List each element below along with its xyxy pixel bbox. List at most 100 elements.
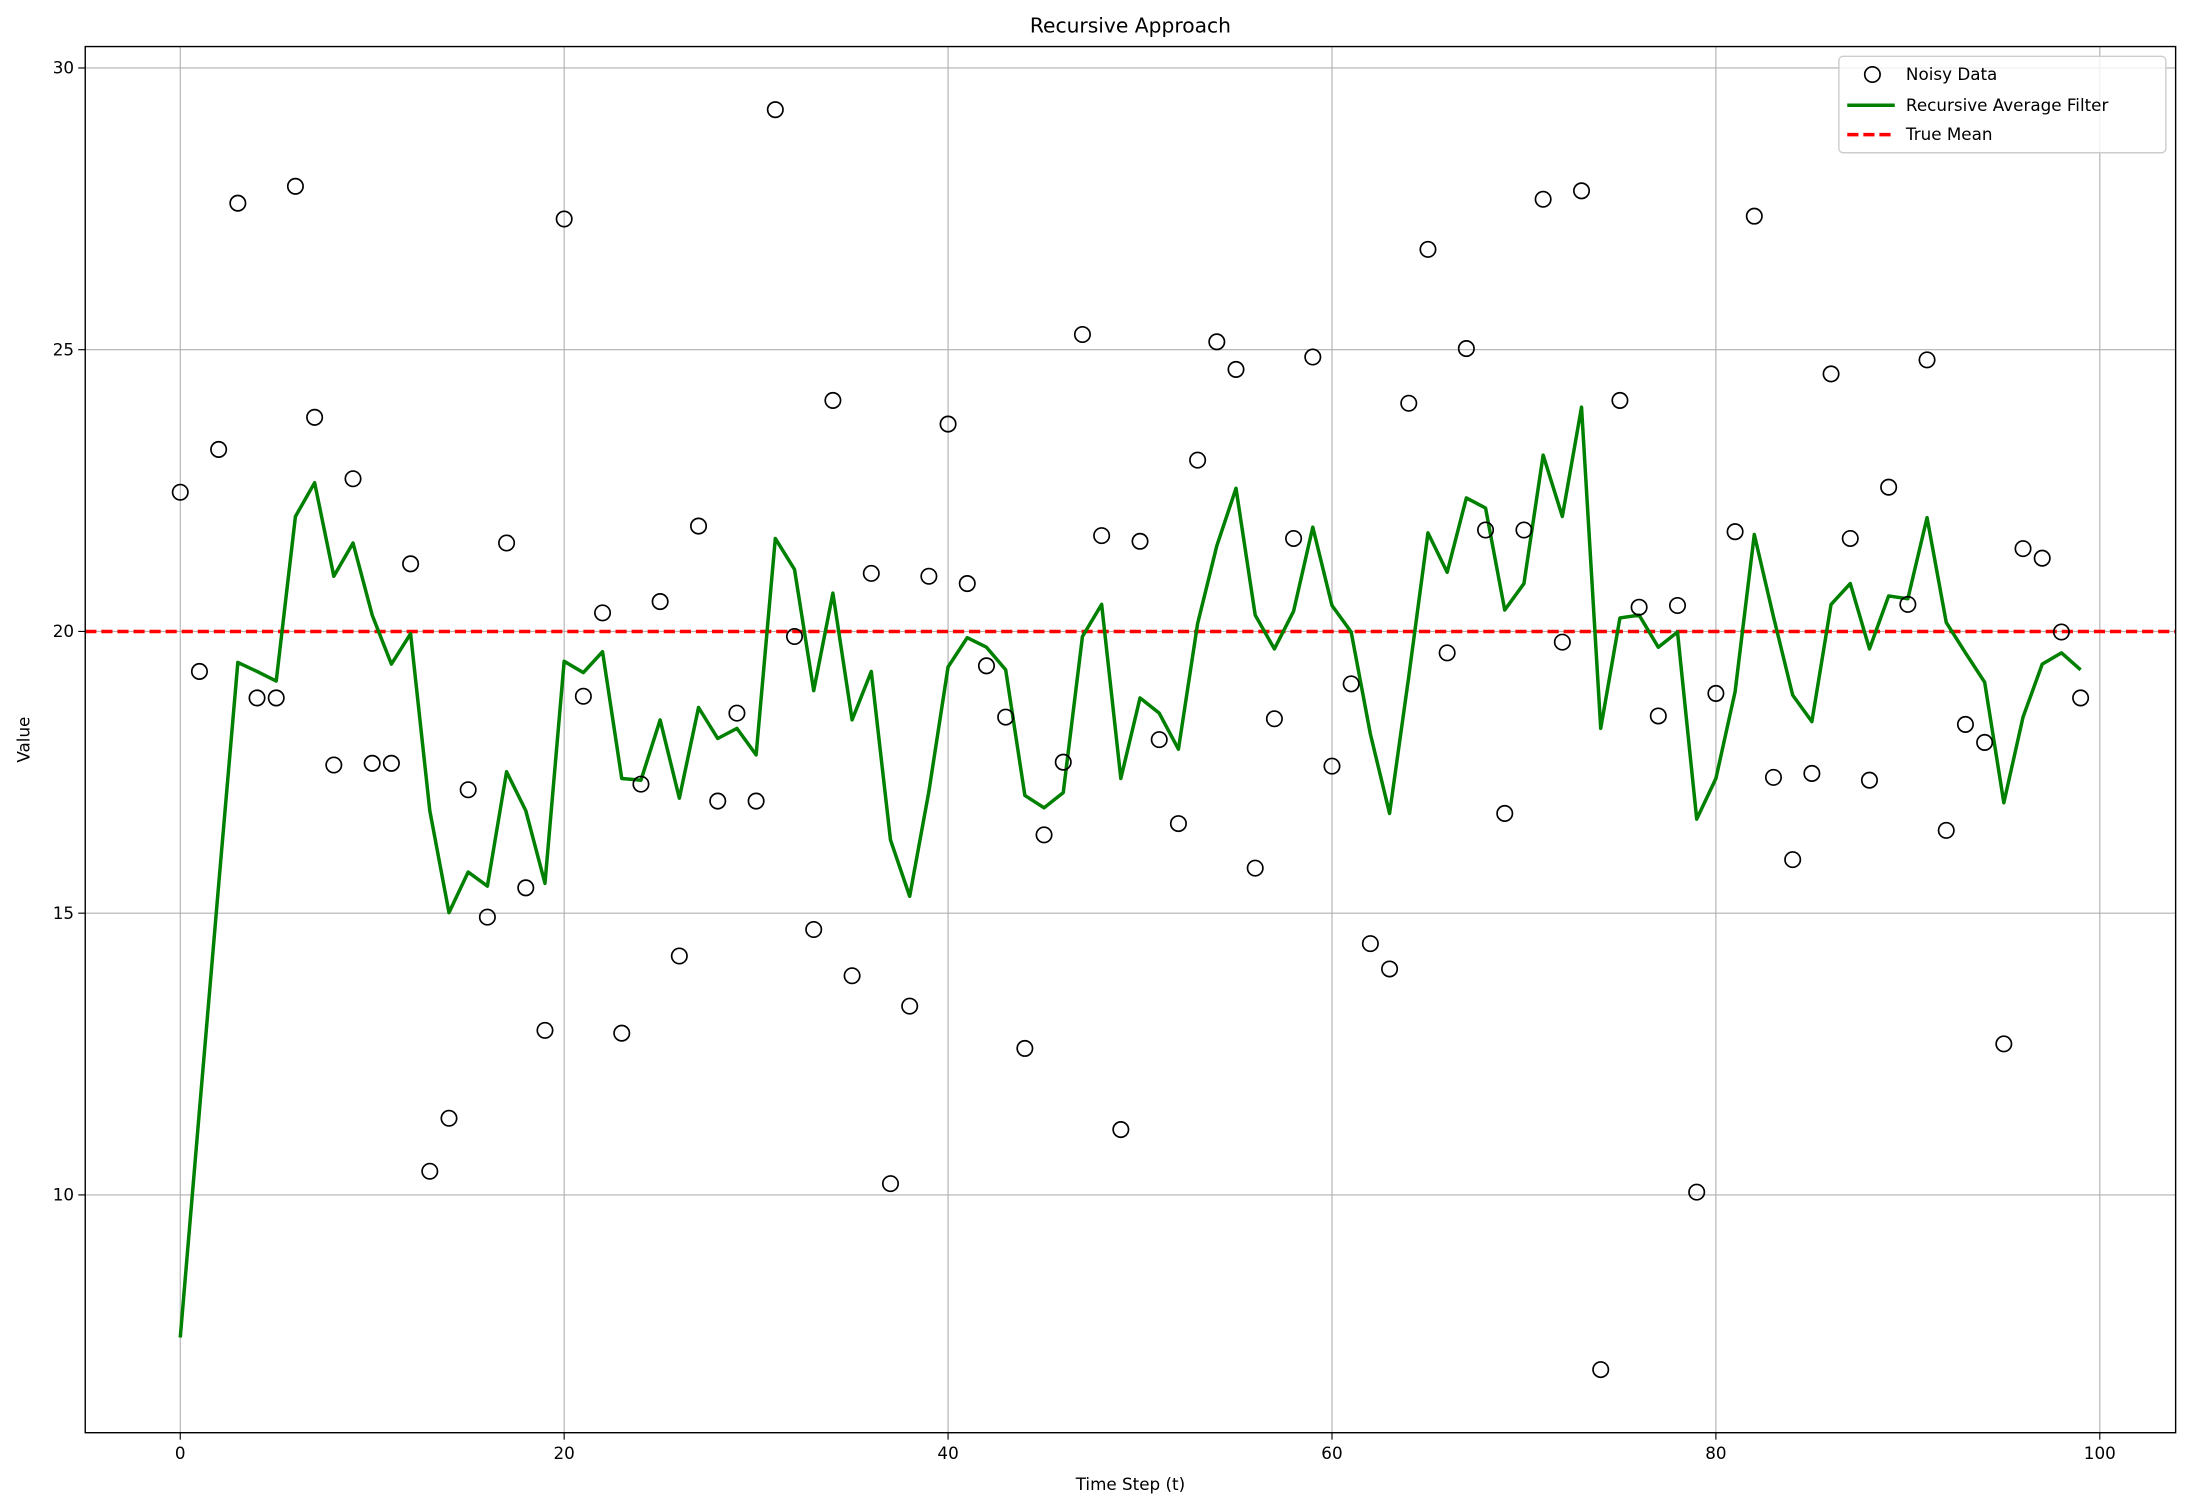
noisy-data-point [901, 997, 919, 1015]
y-tick-label: 20 [53, 621, 74, 641]
noisy-data-point [1400, 394, 1418, 412]
noisy-data-point [1841, 529, 1859, 547]
noisy-data-point [1573, 182, 1591, 200]
noisy-data-point [382, 754, 400, 772]
noisy-data-point [286, 177, 304, 195]
noisy-data-point [1150, 731, 1168, 749]
legend-label-mean: True Mean [1905, 124, 1993, 144]
x-tick-label: 20 [554, 1443, 575, 1463]
noisy-data-point [1764, 768, 1783, 786]
x-tick-label: 60 [1321, 1443, 1342, 1463]
noisy-data-point [1822, 365, 1840, 383]
noisy-data-point [1899, 595, 1917, 613]
noisy-data-point [267, 689, 285, 707]
noisy-data-point [2072, 689, 2090, 707]
noisy-data-point [1880, 478, 1898, 496]
noisy-data-point [498, 534, 516, 552]
noisy-data-point [210, 440, 228, 458]
noisy-data-point [920, 567, 938, 585]
noisy-data-point [1937, 821, 1955, 839]
noisy-data-point [1668, 596, 1687, 615]
x-tick-label: 100 [2084, 1443, 2116, 1463]
noisy-data-point [1169, 815, 1187, 833]
noisy-data-point [248, 689, 266, 707]
x-tick-label: 0 [175, 1443, 186, 1463]
noisy-data-point [1035, 826, 1053, 844]
y-tick-label: 15 [53, 903, 74, 923]
noisy-data-point [229, 194, 247, 212]
noisy-data-point [421, 1162, 439, 1180]
noisy-data-point [1304, 348, 1322, 366]
noisy-data-point [805, 920, 823, 939]
noisy-data-point [2033, 549, 2051, 567]
noisy-data-point [1976, 733, 1994, 751]
noisy-data-point [1093, 527, 1111, 545]
noisy-data-point [881, 1175, 900, 1193]
noisy-data-point [1611, 391, 1629, 409]
noisy-data-point [651, 593, 669, 611]
noisy-data-point [1016, 1039, 1034, 1057]
noisy-data-point [1688, 1183, 1706, 1201]
noisy-data-point [574, 687, 592, 705]
noisy-data-point [1918, 351, 1936, 369]
noisy-data-point [1956, 715, 1974, 733]
noisy-data-point [1784, 851, 1802, 869]
noisy-data-point [440, 1109, 458, 1127]
noisy-data-point [2052, 623, 2070, 641]
noisy-data-point [1054, 753, 1072, 771]
noisy-data-point [747, 792, 765, 810]
noisy-data-point [824, 391, 842, 409]
noisy-data-point [1208, 333, 1226, 351]
legend-marker-noisy [1863, 65, 1881, 84]
noisy-data-point [1265, 710, 1283, 728]
noisy-data-point [1457, 340, 1475, 358]
noisy-data-point [1189, 451, 1207, 469]
noisy-data-point [536, 1021, 554, 1039]
x-tick-label: 40 [937, 1443, 958, 1463]
legend-box [1838, 55, 2167, 154]
legend-label-filter: Recursive Average Filter [1906, 95, 2109, 115]
noisy-data-point [1496, 804, 1514, 822]
noisy-data-point [1323, 757, 1341, 775]
y-axis-label: Value [13, 717, 33, 763]
ticks: 0 20 40 60 80 100 10 15 20 25 30 [53, 58, 2116, 1464]
noisy-data-point [843, 967, 861, 985]
noisy-data-point [1227, 360, 1245, 378]
plot-frame [84, 45, 2177, 1434]
noisy-data-point [1342, 675, 1360, 693]
chart-title: Recursive Approach [1030, 14, 1231, 38]
x-tick-label: 80 [1705, 1443, 1726, 1463]
noisy-data-point [1438, 644, 1456, 662]
noisy-data-point [1630, 598, 1648, 616]
noisy-data-point [997, 708, 1015, 726]
noisy-data-point [459, 781, 477, 799]
noisy-data-point [1553, 633, 1571, 651]
noisy-data-point [1745, 207, 1763, 225]
noisy-data-point [939, 415, 957, 433]
filter-line-layer [178, 405, 2082, 1338]
legend: Noisy Data Recursive Average Filter True… [1838, 55, 2167, 154]
noisy-data-point [766, 101, 784, 119]
noisy-data-point [1726, 523, 1744, 541]
recursive-average-filter-line [178, 405, 2082, 1338]
noisy-data-point [613, 1024, 631, 1042]
noisy-data-point [363, 754, 381, 772]
noisy-data-point [1477, 521, 1495, 539]
noisy-data-point [709, 792, 727, 810]
noisy-data-point [325, 756, 343, 774]
noisy-data-point [785, 627, 804, 646]
noisy-data-point [306, 408, 324, 426]
noisy-data-point [1246, 859, 1264, 877]
noisy-data-point [1534, 190, 1552, 208]
noisy-data-point [478, 908, 496, 926]
noisy-data-point [728, 704, 746, 722]
noisy-data-point [344, 470, 362, 488]
noisy-data-point [1995, 1035, 2013, 1053]
noisy-data-point [1803, 764, 1821, 782]
noisy-data-point [171, 483, 189, 501]
noisy-data-point [1285, 529, 1303, 547]
x-axis-label: Time Step (t) [1075, 1474, 1185, 1494]
noisy-data-point [1073, 325, 1091, 344]
